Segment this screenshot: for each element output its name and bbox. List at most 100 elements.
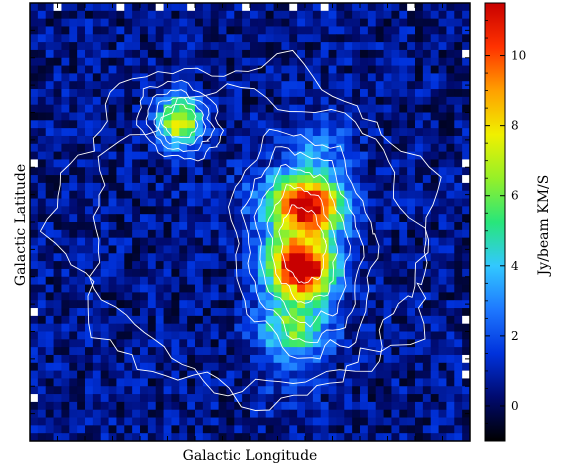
heatmap-cell (407, 175, 416, 184)
heatmap-cell (140, 65, 149, 74)
heatmap-cell (375, 409, 384, 418)
heatmap-cell (320, 292, 329, 301)
heatmap-cell (250, 370, 259, 379)
heatmap-cell (281, 159, 290, 168)
heatmap-cell (281, 331, 290, 340)
heatmap-cell (171, 284, 180, 293)
heatmap-cell (257, 128, 267, 137)
heatmap-cell (77, 81, 86, 90)
heatmap-cell (116, 104, 125, 113)
heatmap-cell (69, 34, 78, 43)
heatmap-cell (407, 308, 416, 317)
heatmap-cell (312, 425, 322, 434)
heatmap-cell (344, 347, 353, 356)
heatmap-cell (454, 378, 463, 387)
heatmap-cell (171, 308, 180, 317)
heatmap-cell (179, 315, 188, 325)
heatmap-cell (430, 245, 439, 254)
heatmap-cell (328, 89, 337, 98)
heatmap-cell (234, 245, 243, 254)
heatmap-cell (92, 323, 102, 332)
heatmap-cell (297, 214, 306, 223)
heatmap-cell (446, 135, 455, 145)
heatmap-cell (155, 261, 164, 270)
heatmap-cell (61, 347, 70, 356)
heatmap-cell (422, 206, 432, 215)
heatmap-cell (289, 120, 298, 129)
heatmap-cell (352, 104, 361, 113)
heatmap-cell (37, 386, 47, 395)
heatmap-cell (454, 190, 463, 199)
heatmap-cell (108, 292, 117, 301)
heatmap-cell (360, 73, 369, 82)
heatmap-cell (61, 198, 70, 207)
heatmap-cell (336, 3, 345, 12)
heatmap-cell (155, 104, 164, 113)
heatmap-cell (45, 362, 54, 372)
heatmap-cell (234, 73, 243, 82)
heatmap-cell (53, 65, 62, 74)
heatmap-cell (85, 276, 94, 285)
heatmap-cell (53, 167, 62, 176)
heatmap-cell (140, 3, 149, 12)
heatmap-cell (179, 89, 188, 98)
heatmap-cell (391, 339, 400, 348)
heatmap-cell (312, 18, 322, 27)
heatmap-cell (265, 331, 274, 340)
heatmap-cell (336, 49, 345, 59)
heatmap-cell (195, 198, 204, 207)
heatmap-cell (352, 214, 361, 223)
heatmap-cell (187, 276, 196, 285)
heatmap-cell (399, 26, 408, 35)
heatmap-cell (328, 167, 337, 176)
heatmap-cell (250, 300, 259, 309)
heatmap-cell (195, 300, 204, 309)
heatmap-cell (210, 284, 219, 293)
heatmap-cell (462, 34, 471, 43)
heatmap-cell (85, 261, 94, 270)
heatmap-cell (367, 425, 377, 434)
heatmap-cell (53, 425, 62, 434)
heatmap-cell (352, 409, 361, 418)
heatmap-cell (108, 167, 117, 176)
heatmap-cell (360, 315, 369, 325)
heatmap-cell (438, 57, 447, 66)
heatmap-cell (155, 308, 164, 317)
heatmap-cell (383, 323, 392, 332)
heatmap-cell (202, 18, 212, 27)
heatmap-cell (210, 206, 219, 215)
heatmap-cell (92, 339, 102, 348)
heatmap-cell (171, 65, 180, 74)
heatmap-cell (367, 386, 377, 395)
heatmap-cell (430, 190, 439, 199)
heatmap-cell (163, 112, 172, 121)
heatmap-cell (132, 26, 141, 35)
heatmap-cell (124, 26, 133, 35)
heatmap-cell (77, 135, 86, 145)
heatmap-cell (179, 128, 188, 137)
heatmap-cell (438, 378, 447, 387)
heatmap-cell (100, 143, 109, 153)
heatmap-cell (53, 276, 62, 285)
heatmap-cell (422, 10, 432, 20)
heatmap-cell (430, 354, 439, 364)
heatmap-cell (53, 120, 62, 129)
heatmap-cell (375, 245, 384, 254)
heatmap-cell (305, 167, 314, 176)
heatmap-cell (454, 206, 463, 215)
heatmap-cell (407, 245, 416, 254)
heatmap-cell (297, 57, 306, 66)
heatmap-cell (320, 229, 329, 239)
heatmap-cell (422, 339, 432, 348)
heatmap-cell (163, 268, 172, 278)
heatmap-cell (108, 417, 117, 426)
heatmap-cell (281, 339, 290, 348)
heatmap-cell (446, 10, 455, 20)
heatmap-cell (297, 417, 306, 426)
heatmap-cell (132, 206, 141, 215)
heatmap-cell (462, 433, 471, 442)
heatmap-cell (218, 42, 227, 51)
heatmap-cell (242, 10, 251, 20)
heatmap-cell (242, 237, 251, 246)
heatmap-cell (116, 10, 125, 20)
